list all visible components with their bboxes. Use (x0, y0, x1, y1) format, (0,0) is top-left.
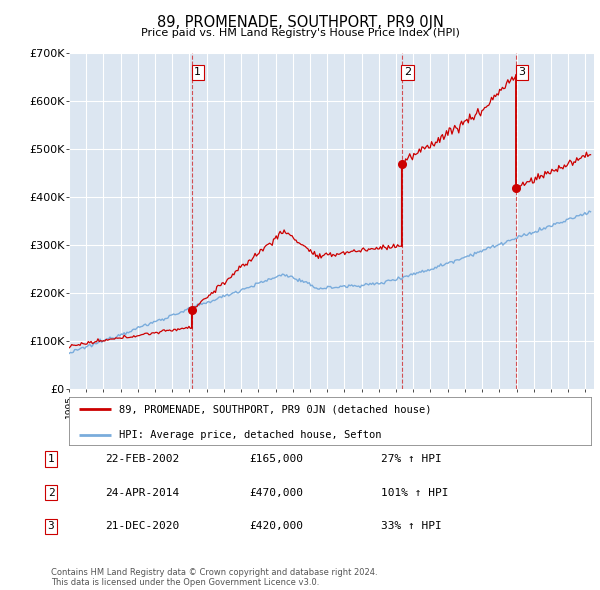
Text: Price paid vs. HM Land Registry's House Price Index (HPI): Price paid vs. HM Land Registry's House … (140, 28, 460, 38)
Text: 3: 3 (47, 522, 55, 531)
Text: £165,000: £165,000 (249, 454, 303, 464)
Text: 3: 3 (518, 67, 526, 77)
Text: 21-DEC-2020: 21-DEC-2020 (105, 522, 179, 531)
Text: 101% ↑ HPI: 101% ↑ HPI (381, 488, 449, 497)
Text: Contains HM Land Registry data © Crown copyright and database right 2024.
This d: Contains HM Land Registry data © Crown c… (51, 568, 377, 587)
Text: £470,000: £470,000 (249, 488, 303, 497)
Text: 27% ↑ HPI: 27% ↑ HPI (381, 454, 442, 464)
Text: 1: 1 (194, 67, 202, 77)
Text: 33% ↑ HPI: 33% ↑ HPI (381, 522, 442, 531)
Text: 2: 2 (47, 488, 55, 497)
Text: 89, PROMENADE, SOUTHPORT, PR9 0JN: 89, PROMENADE, SOUTHPORT, PR9 0JN (157, 15, 443, 30)
Text: 1: 1 (47, 454, 55, 464)
Text: HPI: Average price, detached house, Sefton: HPI: Average price, detached house, Seft… (119, 430, 381, 440)
Text: 2: 2 (404, 67, 411, 77)
Text: 22-FEB-2002: 22-FEB-2002 (105, 454, 179, 464)
Text: £420,000: £420,000 (249, 522, 303, 531)
Text: 24-APR-2014: 24-APR-2014 (105, 488, 179, 497)
Text: 89, PROMENADE, SOUTHPORT, PR9 0JN (detached house): 89, PROMENADE, SOUTHPORT, PR9 0JN (detac… (119, 404, 431, 414)
